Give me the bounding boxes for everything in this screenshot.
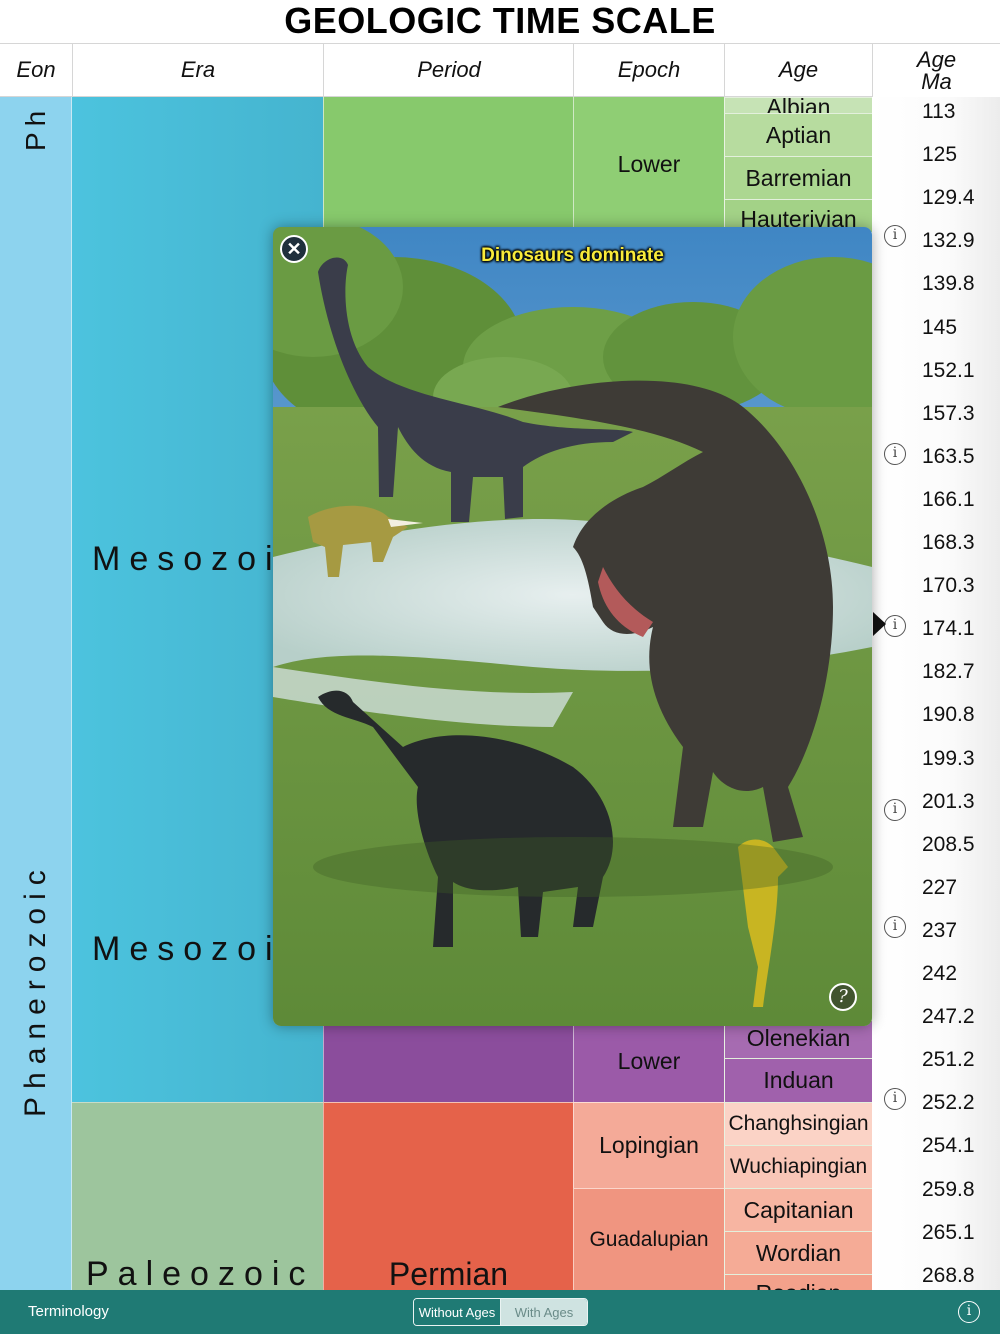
ma-value: 242: [922, 962, 958, 985]
age-capitanian[interactable]: Capitanian: [724, 1188, 872, 1231]
ma-value: 168.3: [922, 531, 975, 554]
ma-value: 174.1: [922, 617, 975, 641]
ma-value: 237: [922, 918, 958, 942]
ma-value: 247.2: [922, 1005, 975, 1029]
period-triassic-block[interactable]: [323, 1020, 574, 1102]
ma-value: 259.8: [922, 1177, 975, 1201]
eon-label-phanerozoic: Phanerozoic: [19, 862, 52, 1118]
info-icon[interactable]: i: [884, 225, 906, 247]
terminology-button[interactable]: Terminology: [28, 1303, 109, 1320]
age-induan[interactable]: Induan: [724, 1058, 872, 1102]
header-eon: Eon: [0, 43, 72, 97]
ma-value: 208.5: [922, 832, 975, 856]
age-barremian[interactable]: Barremian: [724, 156, 872, 199]
info-icon[interactable]: i: [958, 1301, 980, 1323]
age-changhsingian[interactable]: Changhsingian: [724, 1102, 872, 1145]
era-label-mesozoic-upper: Mesozoi: [92, 540, 282, 578]
dinosaur-popup[interactable]: Dinosaurs dominate ✕ ?: [273, 227, 872, 1026]
close-icon[interactable]: ✕: [280, 235, 308, 263]
ma-value: 139.8: [922, 272, 975, 296]
bottom-toolbar: Terminology Without Ages With Ages i: [0, 1290, 1000, 1334]
age-wordian[interactable]: Wordian: [724, 1231, 872, 1274]
ma-value: 132.9: [922, 229, 975, 253]
header-age-ma-line1: Age: [916, 46, 957, 72]
ma-value: 113: [922, 100, 956, 123]
page-title: GEOLOGIC TIME SCALE: [284, 0, 716, 41]
ma-value: 166.1: [922, 487, 975, 511]
header-age-ma: Age Ma: [872, 43, 1000, 97]
ma-value: 227: [922, 875, 958, 899]
epoch-lower-triassic[interactable]: Lower: [573, 1020, 724, 1102]
age-aptian[interactable]: Aptian: [724, 113, 872, 156]
header-era: Era: [72, 43, 323, 97]
ma-value: 163.5: [922, 444, 975, 468]
age-olenekian[interactable]: Olenekian: [724, 1020, 872, 1058]
header-age-ma-line2: Ma: [921, 68, 952, 94]
age-roadian[interactable]: Roadian: [724, 1274, 872, 1290]
eon-phanerozoic-block[interactable]: [0, 97, 72, 1290]
info-icon[interactable]: i: [884, 615, 906, 637]
period-label-permian: Permian: [388, 1256, 509, 1292]
popup-caption: Dinosaurs dominate: [481, 245, 664, 266]
ma-value: 254.1: [922, 1134, 975, 1158]
popup-pointer-arrow: [873, 612, 886, 636]
ma-value: 268.8: [922, 1263, 975, 1287]
ma-value: 125: [922, 143, 958, 167]
info-icon[interactable]: i: [884, 443, 906, 465]
ma-value: 199.3: [922, 746, 975, 770]
info-icon[interactable]: i: [884, 916, 906, 938]
ma-value: 152.1: [922, 358, 975, 382]
ma-value: 190.8: [922, 703, 975, 727]
epoch-guadalupian[interactable]: Guadalupian: [573, 1188, 724, 1290]
header-age: Age: [724, 43, 872, 97]
header-epoch: Epoch: [573, 43, 724, 97]
ma-value: 129.4: [922, 186, 975, 210]
ma-value: 170.3: [922, 574, 975, 598]
age-hauterivian[interactable]: Hauterivian: [724, 199, 872, 232]
ma-value: 201.3: [922, 789, 975, 813]
with-ages-segment[interactable]: With Ages: [501, 1299, 587, 1325]
info-icon[interactable]: i: [884, 799, 906, 821]
ma-value: 145: [922, 315, 958, 339]
dinosaur-scene-illustration: [273, 227, 872, 1026]
help-icon[interactable]: ?: [829, 983, 857, 1011]
eon-label-top: Ph: [20, 104, 51, 152]
epoch-lopingian[interactable]: Lopingian: [573, 1102, 724, 1188]
epoch-lower-cretaceous[interactable]: Lower: [573, 97, 724, 232]
info-icon[interactable]: i: [884, 1088, 906, 1110]
era-label-paleozoic: Paleozoic: [86, 1255, 315, 1293]
ma-value: 252.2: [922, 1091, 975, 1115]
era-label-mesozoic-lower: Mesozoi: [92, 930, 282, 968]
period-cretaceous-block[interactable]: [323, 97, 574, 232]
age-albian[interactable]: Albian: [724, 97, 872, 113]
ma-value: 265.1: [922, 1220, 975, 1244]
ma-value: 157.3: [922, 401, 975, 425]
age-wuchiapingian[interactable]: Wuchiapingian: [724, 1145, 872, 1188]
period-permian-block[interactable]: [323, 1102, 574, 1290]
header-period: Period: [323, 43, 574, 97]
without-ages-segment[interactable]: Without Ages: [414, 1299, 501, 1325]
age-display-segmented-control[interactable]: Without Ages With Ages: [413, 1298, 588, 1326]
era-paleozoic-block[interactable]: [72, 1102, 323, 1290]
ma-value: 251.2: [922, 1048, 975, 1072]
ma-value: 182.7: [922, 660, 975, 684]
